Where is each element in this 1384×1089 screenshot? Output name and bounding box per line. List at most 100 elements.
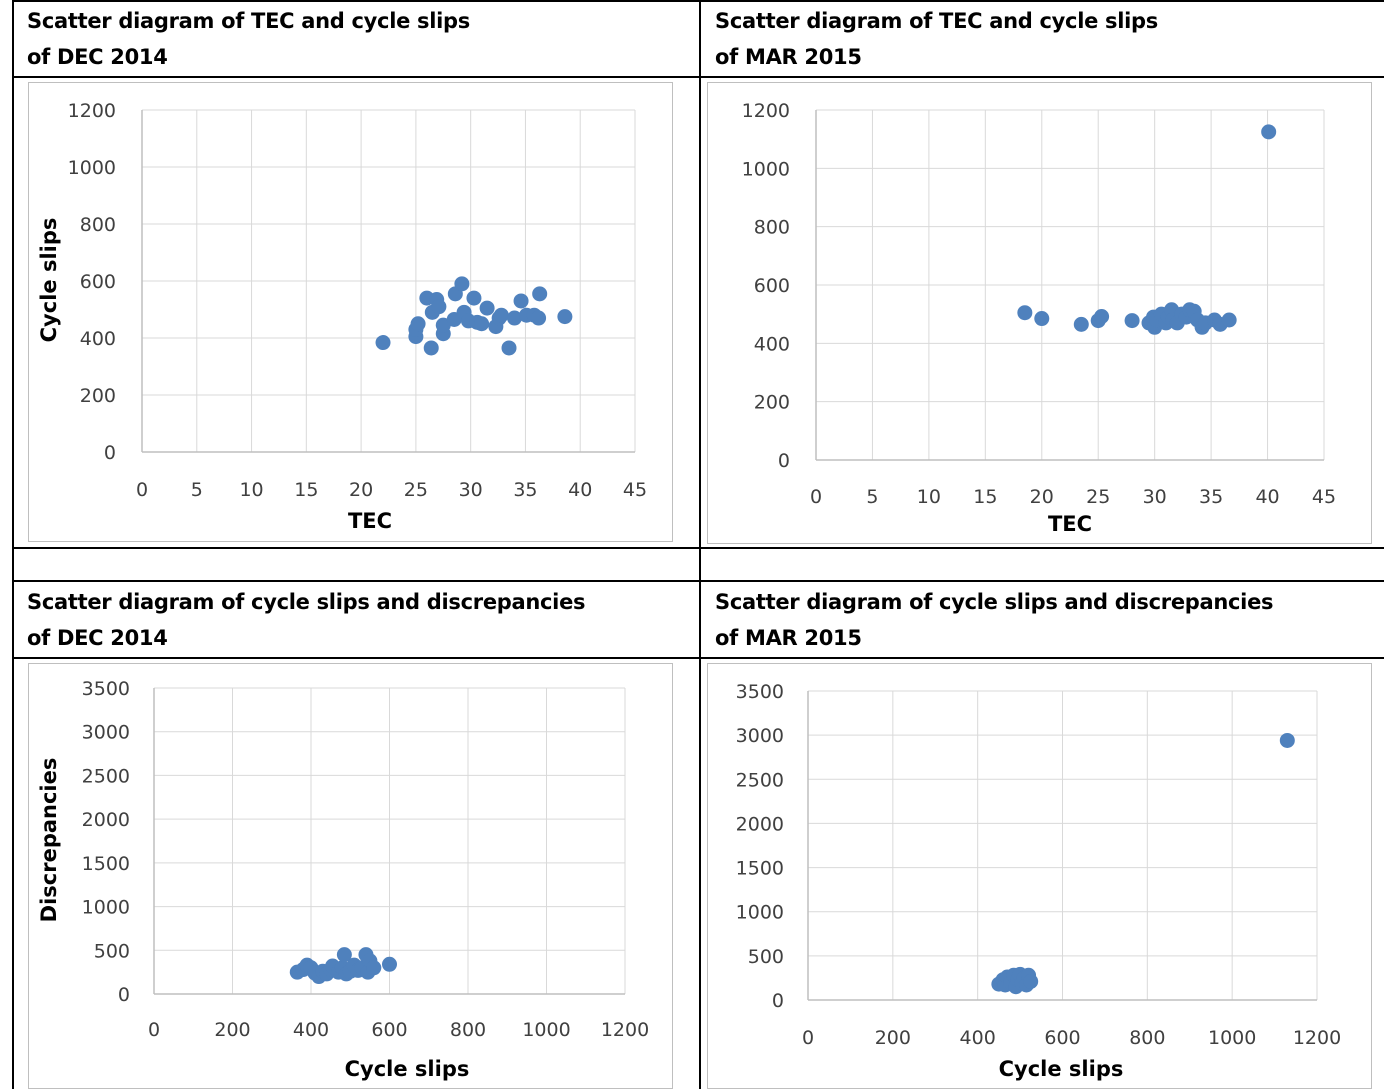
- table-border-left: [12, 0, 14, 1089]
- x-tick-label: 30: [1143, 486, 1167, 508]
- data-point: [410, 316, 426, 332]
- y-tick-label: 1500: [736, 858, 784, 880]
- data-point: [474, 316, 490, 332]
- chart-title-line-2: of DEC 2014: [27, 45, 168, 69]
- x-tick-label: 1200: [1293, 1027, 1341, 1049]
- data-point: [1221, 312, 1237, 328]
- data-point: [1279, 732, 1295, 748]
- x-tick-label: 0: [810, 486, 822, 508]
- table-row-line-3: [12, 580, 1384, 582]
- chart-title-line-1: Scatter diagram of cycle slips and discr…: [715, 590, 1274, 614]
- x-tick-label: 10: [239, 479, 263, 501]
- chart-area-tec-dec-2014: [28, 82, 673, 542]
- y-tick-label: 200: [80, 385, 116, 407]
- y-tick-label: 2500: [82, 765, 130, 787]
- chart-title-line-2: of MAR 2015: [715, 626, 862, 650]
- table-row-line-2: [12, 547, 1384, 549]
- x-tick-label: 200: [875, 1027, 911, 1049]
- data-point: [382, 956, 397, 972]
- data-point: [479, 300, 495, 316]
- y-tick-label: 800: [80, 214, 116, 236]
- x-tick-label: 0: [802, 1027, 814, 1049]
- chart-title-line-1: Scatter diagram of TEC and cycle slips: [715, 9, 1158, 33]
- x-tick-label: 600: [1044, 1027, 1080, 1049]
- data-point: [1261, 124, 1277, 140]
- table-row-line-4: [12, 657, 1384, 659]
- y-tick-label: 1200: [742, 100, 790, 122]
- data-point: [557, 309, 573, 325]
- x-tick-label: 400: [293, 1019, 329, 1041]
- y-tick-label: 400: [754, 333, 790, 355]
- y-tick-label: 1500: [82, 853, 130, 875]
- x-tick-label: 20: [1030, 486, 1054, 508]
- y-tick-label: 800: [754, 217, 790, 239]
- data-point: [531, 310, 547, 326]
- x-tick-label: 200: [214, 1019, 250, 1041]
- y-tick-label: 1000: [82, 897, 130, 919]
- data-point: [501, 340, 517, 356]
- x-tick-label: 20: [349, 479, 373, 501]
- x-tick-label: 45: [1312, 486, 1336, 508]
- table-border-top: [12, 0, 1384, 2]
- x-tick-label: 1000: [522, 1019, 570, 1041]
- data-point: [336, 947, 352, 963]
- y-tick-label: 1000: [68, 157, 116, 179]
- y-tick-label: 500: [94, 940, 130, 962]
- y-tick-label: 2000: [82, 809, 130, 831]
- y-tick-label: 400: [80, 328, 116, 350]
- y-tick-label: 0: [118, 984, 130, 1006]
- x-tick-label: 5: [866, 486, 878, 508]
- data-point: [1094, 309, 1110, 324]
- y-tick-label: 0: [778, 450, 790, 472]
- y-tick-label: 3000: [82, 722, 130, 744]
- x-tick-label: 5: [191, 479, 203, 501]
- x-tick-label: 45: [623, 479, 647, 501]
- y-tick-label: 3000: [736, 725, 784, 747]
- data-point: [1073, 316, 1089, 332]
- x-tick-label: 15: [973, 486, 997, 508]
- chart-title-line-2: of DEC 2014: [27, 626, 168, 650]
- data-point: [375, 335, 391, 351]
- x-tick-label: 1200: [601, 1019, 649, 1041]
- y-tick-label: 3500: [736, 681, 784, 703]
- y-axis-title: Discrepancies: [37, 758, 61, 923]
- x-tick-label: 800: [450, 1019, 486, 1041]
- chart-title-tec-mar-2015: Scatter diagram of TEC and cycle slips o…: [715, 3, 1158, 75]
- y-tick-label: 3500: [82, 678, 130, 700]
- table-row-line-1: [12, 76, 1384, 78]
- x-tick-label: 600: [371, 1019, 407, 1041]
- data-point: [513, 293, 529, 309]
- data-point: [1124, 313, 1140, 329]
- data-point: [532, 286, 548, 302]
- data-point: [466, 290, 482, 306]
- chart-title-line-1: Scatter diagram of TEC and cycle slips: [27, 9, 470, 33]
- y-tick-label: 1200: [68, 100, 116, 122]
- y-tick-label: 600: [80, 271, 116, 293]
- x-tick-label: 0: [148, 1019, 160, 1041]
- chart-title-tec-dec-2014: Scatter diagram of TEC and cycle slips o…: [27, 3, 470, 75]
- chart-title-slips-mar-2015: Scatter diagram of cycle slips and discr…: [715, 584, 1274, 656]
- y-tick-label: 1000: [736, 902, 784, 924]
- data-point: [366, 960, 382, 976]
- x-axis-title: TEC: [348, 509, 392, 533]
- y-tick-label: 2000: [736, 813, 784, 835]
- y-tick-label: 200: [754, 392, 790, 414]
- x-tick-label: 25: [1086, 486, 1110, 508]
- x-tick-label: 10: [917, 486, 941, 508]
- chart-title-line-2: of MAR 2015: [715, 45, 862, 69]
- data-point: [431, 299, 447, 315]
- x-tick-label: 40: [568, 479, 592, 501]
- x-tick-label: 30: [459, 479, 483, 501]
- data-point: [454, 276, 470, 292]
- chart-area-tec-mar-2015: [707, 82, 1372, 544]
- x-tick-label: 15: [294, 479, 318, 501]
- y-tick-label: 500: [748, 946, 784, 968]
- x-tick-label: 0: [136, 479, 148, 501]
- x-tick-label: 25: [404, 479, 428, 501]
- data-point: [493, 307, 509, 323]
- data-point: [1023, 973, 1039, 989]
- data-point: [1034, 311, 1050, 327]
